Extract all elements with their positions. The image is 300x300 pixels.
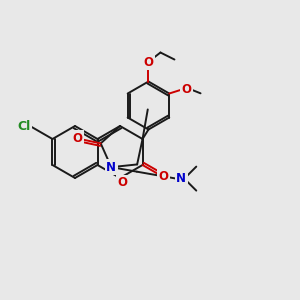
Text: O: O	[143, 56, 154, 69]
Text: O: O	[72, 132, 82, 145]
Text: N: N	[106, 160, 116, 174]
Text: Cl: Cl	[18, 120, 31, 133]
Text: O: O	[182, 83, 191, 96]
Text: O: O	[158, 170, 168, 184]
Text: O: O	[117, 176, 127, 190]
Text: N: N	[176, 172, 186, 185]
